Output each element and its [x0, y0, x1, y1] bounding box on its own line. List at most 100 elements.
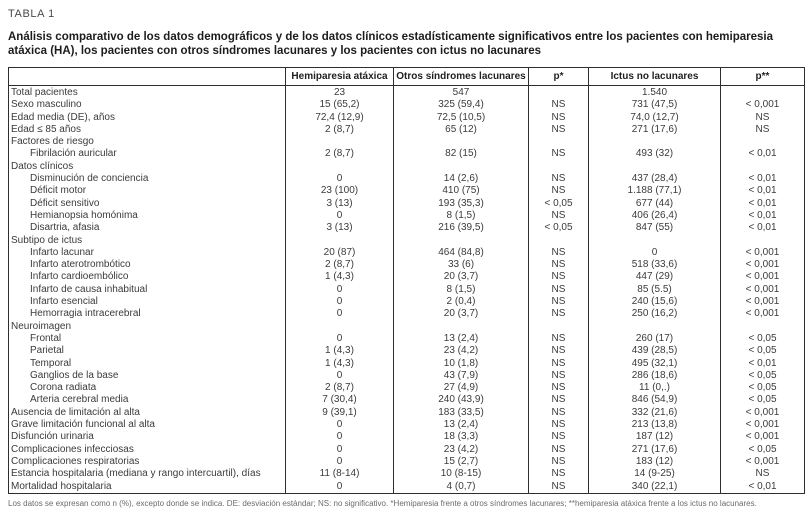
value-cell	[528, 136, 589, 149]
table-header-row: Hemiparesia atáxica Otros síndromes lacu…	[8, 67, 805, 86]
value-cell: 15 (2,7)	[393, 455, 529, 469]
value-cell: < 0,001	[720, 271, 805, 284]
value-cell: < 0,01	[720, 209, 805, 223]
row-label-cell: Infarto aterotrombótico	[8, 259, 286, 272]
table-row: Neuroimagen	[8, 320, 805, 333]
table-row: Ausencia de limitación al alta 9 (39,1) 18…	[8, 406, 805, 420]
value-cell: NS	[528, 123, 589, 137]
value-cell: 213 (13,8)	[588, 419, 721, 432]
value-cell: NS	[528, 382, 589, 395]
table-row: Complicaciones infecciosas 0 23 (4,2) NS 271…	[8, 443, 805, 456]
value-cell: 18 (3,3)	[393, 431, 529, 444]
table-row: Total pacientes 23 547 1.540	[8, 85, 805, 100]
value-cell	[393, 320, 529, 333]
row-label-cell: Hemianopsia homónima	[8, 209, 286, 223]
value-cell: 1 (4,3)	[285, 271, 394, 284]
value-cell	[720, 234, 805, 247]
value-cell: 847 (55)	[588, 222, 721, 235]
value-cell: NS	[528, 369, 589, 383]
value-cell: 410 (75)	[393, 185, 529, 198]
table-row: Mortalidad hospitalaria 0 4 (0,7) NS 340 (22…	[8, 480, 805, 494]
value-cell: NS	[528, 394, 589, 407]
value-cell: 2 (8,7)	[285, 148, 394, 161]
value-cell: NS	[528, 209, 589, 223]
col-header-hemiparesia-ataxica: Hemiparesia atáxica	[285, 67, 394, 86]
row-label-cell: Sexo masculino	[8, 99, 286, 112]
value-cell: < 0,01	[720, 185, 805, 198]
value-cell: 72,5 (10,5)	[393, 111, 529, 124]
value-cell: NS	[720, 468, 805, 481]
table-row: Déficit sensitivo 3 (13) 193 (35,3) < 0,05 6…	[8, 197, 805, 210]
row-label-cell: Infarto esencial	[8, 296, 286, 309]
value-cell: 0	[285, 369, 394, 383]
value-cell: 406 (26,4)	[588, 209, 721, 223]
col-header-ictus-no-lacunares: Ictus no lacunares	[588, 67, 721, 86]
value-cell: 8 (1,5)	[393, 209, 529, 223]
value-cell	[285, 136, 394, 149]
table-row: Infarto cardioembólico 1 (4,3) 20 (3,7) NS 4…	[8, 271, 805, 284]
row-label-cell: Ausencia de limitación al alta	[8, 406, 286, 420]
value-cell: 2 (8,7)	[285, 259, 394, 272]
value-cell: 9 (39,1)	[285, 406, 394, 420]
value-cell: NS	[528, 357, 589, 370]
table-row: Hemianopsia homónima 0 8 (1,5) NS 406 (26,4)…	[8, 209, 805, 223]
row-label-cell: Complicaciones infecciosas	[8, 443, 286, 456]
row-label-cell: Infarto lacunar	[8, 246, 286, 260]
value-cell: 7 (30,4)	[285, 394, 394, 407]
value-cell: < 0,05	[528, 197, 589, 210]
value-cell: 271 (17,6)	[588, 443, 721, 456]
value-cell: 3 (13)	[285, 222, 394, 235]
value-cell: 4 (0,7)	[393, 480, 529, 494]
table-row: Fibrilación auricular 2 (8,7) 82 (15) NS 493…	[8, 148, 805, 161]
value-cell	[720, 320, 805, 333]
value-cell	[588, 160, 721, 174]
value-cell: < 0,001	[720, 455, 805, 469]
value-cell: 14 (2,6)	[393, 173, 529, 186]
value-cell: 0	[285, 455, 394, 469]
value-cell: 20 (3,7)	[393, 271, 529, 284]
table-row: Arteria cerebral media 7 (30,4) 240 (43,9)…	[8, 394, 805, 407]
value-cell: < 0,001	[720, 406, 805, 420]
table-title: Análisis comparativo de los datos demogr…	[8, 31, 774, 57]
row-label-cell: Hemorragia intracerebral	[8, 308, 286, 321]
value-cell: 0	[285, 431, 394, 444]
row-label-cell: Frontal	[8, 332, 286, 346]
row-label-cell: Arteria cerebral media	[8, 394, 286, 407]
value-cell: NS	[528, 271, 589, 284]
value-cell: 518 (33,6)	[588, 259, 721, 272]
value-cell: < 0,01	[720, 197, 805, 210]
value-cell: < 0,001	[720, 296, 805, 309]
value-cell	[528, 160, 589, 174]
value-cell: 493 (32)	[588, 148, 721, 161]
table-row: Infarto de causa inhabitual 0 8 (1,5) NS 85 …	[8, 283, 805, 297]
value-cell: 240 (43,9)	[393, 394, 529, 407]
table-row: Frontal 0 13 (2,4) NS 260 (17) < 0,05	[8, 332, 805, 346]
value-cell: NS	[528, 296, 589, 309]
value-cell	[588, 320, 721, 333]
value-cell: 193 (35,3)	[393, 197, 529, 210]
row-label-cell: Temporal	[8, 357, 286, 370]
value-cell: < 0,05	[720, 394, 805, 407]
row-label-cell: Estancia hospitalaria (mediana y rango i…	[8, 468, 286, 481]
value-cell: 286 (18,6)	[588, 369, 721, 383]
table-row: Complicaciones respiratorias 0 15 (2,7) NS 1…	[8, 455, 805, 469]
value-cell: 731 (47,5)	[588, 99, 721, 112]
value-cell: 0	[285, 296, 394, 309]
value-cell: 547	[393, 85, 529, 100]
value-cell: 11 (0,.)	[588, 382, 721, 395]
value-cell	[588, 136, 721, 149]
comparative-data-table: Hemiparesia atáxica Otros síndromes lacu…	[8, 67, 805, 494]
value-cell	[393, 160, 529, 174]
row-label-cell: Edad ≤ 85 años	[8, 123, 286, 137]
value-cell: 10 (1,8)	[393, 357, 529, 370]
value-cell: 74,0 (12,7)	[588, 111, 721, 124]
value-cell: NS	[528, 480, 589, 494]
row-label-cell: Disartria, afasia	[8, 222, 286, 235]
value-cell: NS	[528, 443, 589, 456]
value-cell: 0	[285, 443, 394, 456]
value-cell: 340 (22,1)	[588, 480, 721, 494]
value-cell: 0	[588, 246, 721, 260]
value-cell: 8 (1,5)	[393, 283, 529, 297]
value-cell: 332 (21,6)	[588, 406, 721, 420]
table-row: Subtipo de ictus	[8, 234, 805, 247]
